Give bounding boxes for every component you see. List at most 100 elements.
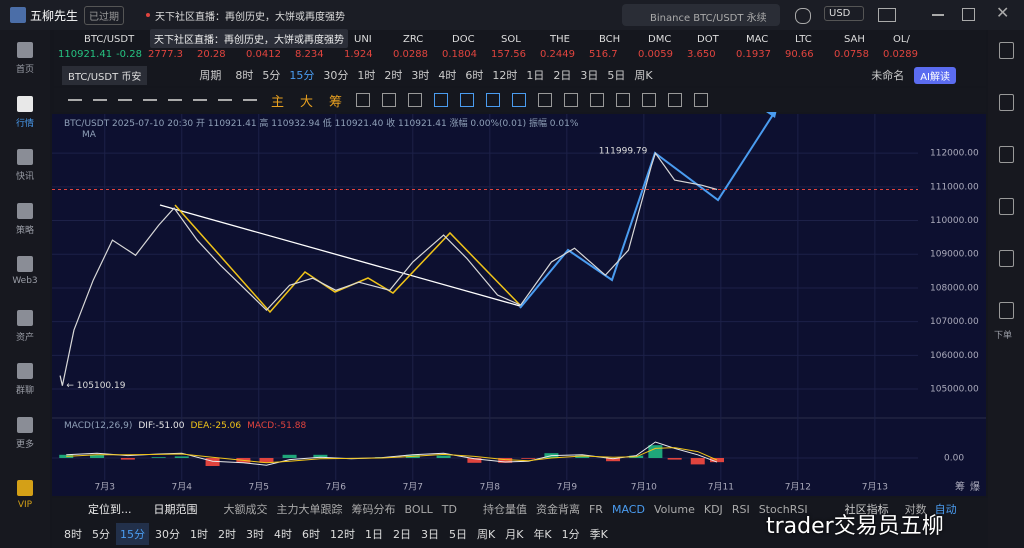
draw-tool[interactable]: [93, 99, 107, 101]
sidebar-item[interactable]: 资产: [0, 306, 50, 350]
draw-tool[interactable]: [486, 93, 501, 107]
interval-button[interactable]: 30分: [155, 528, 180, 541]
mail-icon[interactable]: [878, 8, 896, 22]
indicator-tab[interactable]: 主力大单跟踪: [276, 503, 343, 516]
interval-button[interactable]: 2日: [393, 528, 411, 541]
log-toggle[interactable]: 对数: [904, 503, 927, 516]
interval-button[interactable]: 15分: [116, 523, 149, 545]
right-sidebar-label[interactable]: 下单: [994, 331, 1013, 341]
draw-tool[interactable]: [694, 93, 709, 107]
draw-tool[interactable]: [538, 93, 553, 107]
draw-tool[interactable]: [590, 93, 605, 107]
interval-button[interactable]: 2时: [384, 69, 403, 82]
interval-button[interactable]: 季K: [589, 528, 608, 541]
interval-button[interactable]: 6时: [465, 69, 484, 82]
indicator-tab[interactable]: BOLL: [404, 502, 433, 516]
ticker-item[interactable]: DOT 3.650: [687, 32, 736, 62]
draw-tool[interactable]: [408, 93, 423, 107]
interval-button[interactable]: 8时: [235, 69, 254, 82]
ticker-item[interactable]: 0.0412: [246, 32, 295, 62]
sidebar-item[interactable]: 快讯: [0, 145, 50, 189]
interval-button[interactable]: 12时: [330, 528, 355, 541]
right-icon[interactable]: [999, 146, 1014, 163]
minimize[interactable]: [932, 14, 944, 16]
sidebar-item[interactable]: 更多: [0, 413, 50, 457]
ticker-item[interactable]: SOL 157.56: [491, 32, 540, 62]
interval-button[interactable]: 3时: [411, 69, 430, 82]
draw-tool-label[interactable]: 大: [300, 94, 314, 110]
indicator-tab[interactable]: 大额成交: [223, 503, 268, 516]
interval-button[interactable]: 6时: [302, 528, 320, 541]
interval-button[interactable]: 5分: [262, 69, 281, 82]
draw-tool[interactable]: [434, 93, 449, 107]
draw-tool[interactable]: [512, 93, 527, 107]
interval-button[interactable]: 1分: [561, 528, 580, 541]
draw-tool[interactable]: [243, 99, 257, 101]
currency-select[interactable]: USD: [824, 6, 864, 21]
ticker-item[interactable]: BCH 516.7: [589, 32, 638, 62]
interval-button[interactable]: 1日: [365, 528, 383, 541]
indicator-tab[interactable]: MACD: [611, 502, 645, 516]
interval-button[interactable]: 1时: [357, 69, 376, 82]
interval-button[interactable]: 年K: [533, 528, 552, 541]
ticker-item[interactable]: 20.28: [197, 32, 246, 62]
ticker-item[interactable]: LTC 90.66: [785, 32, 834, 62]
layout-name[interactable]: 未命名: [871, 69, 905, 82]
community-button[interactable]: 社区指标: [844, 503, 889, 516]
draw-tool[interactable]: [143, 99, 157, 101]
ticker-item[interactable]: SAH 0.0758: [834, 32, 883, 62]
indicator-tab[interactable]: RSI: [731, 502, 750, 516]
interval-button[interactable]: 5日: [607, 69, 626, 82]
interval-button[interactable]: 月K: [505, 528, 524, 541]
draw-tool[interactable]: [356, 93, 371, 107]
sidebar-item[interactable]: 行情: [0, 92, 50, 136]
interval-button[interactable]: 8时: [64, 528, 82, 541]
draw-tool[interactable]: [168, 99, 182, 101]
interval-button[interactable]: 1日: [526, 69, 545, 82]
draw-tool[interactable]: [193, 99, 207, 101]
ticker-item[interactable]: THE 0.2449: [540, 32, 589, 62]
indicator-tab[interactable]: 筹码分布: [351, 503, 396, 516]
draw-tool[interactable]: [668, 93, 683, 107]
right-icon[interactable]: [999, 94, 1014, 111]
draw-tool[interactable]: [382, 93, 397, 107]
ticker-item[interactable]: ZRC 0.0288: [393, 32, 442, 62]
draw-tool[interactable]: [564, 93, 579, 107]
notify-icon[interactable]: [795, 8, 811, 24]
indicator-tab[interactable]: StochRSI: [758, 502, 808, 516]
ticker-item[interactable]: DMC 0.0059: [638, 32, 687, 62]
interval-button[interactable]: 4时: [274, 528, 292, 541]
interval-button[interactable]: 12时: [492, 69, 518, 82]
draw-tool[interactable]: [218, 99, 232, 101]
indicator-tab[interactable]: KDJ: [703, 502, 723, 516]
date-range-button[interactable]: 日期范围: [153, 503, 198, 516]
interval-button[interactable]: 3日: [421, 528, 439, 541]
draw-tool[interactable]: [68, 99, 82, 101]
draw-tool-label[interactable]: 筹: [329, 94, 343, 110]
sidebar-item[interactable]: 首页: [0, 38, 50, 82]
sidebar-item[interactable]: Web3: [0, 252, 50, 296]
ticker-item[interactable]: MAC 0.1937: [736, 32, 785, 62]
search-box[interactable]: Binance BTC/USDT 永续: [622, 4, 780, 26]
draw-tool[interactable]: [460, 93, 475, 107]
indicator-tab[interactable]: 资金背离: [535, 503, 580, 516]
ai-button[interactable]: AI解读: [914, 66, 956, 84]
right-icon[interactable]: [999, 42, 1014, 59]
interval-button[interactable]: 1时: [190, 528, 208, 541]
symbol-button[interactable]: BTC/USDT 币安: [62, 65, 148, 85]
interval-button[interactable]: 周K: [634, 69, 653, 82]
draw-tool[interactable]: [642, 93, 657, 107]
ticker-item[interactable]: BTC/USDT 110921.41 -0.28: [58, 32, 148, 62]
ticker-item[interactable]: OL/0.0289: [883, 32, 932, 62]
interval-button[interactable]: 周K: [477, 528, 496, 541]
auto-toggle[interactable]: 自动: [934, 503, 957, 516]
draw-tool-label[interactable]: 主: [271, 94, 285, 110]
right-icon[interactable]: [999, 250, 1014, 267]
close[interactable]: ✕: [996, 3, 1010, 22]
sidebar-item[interactable]: 群聊: [0, 359, 50, 403]
interval-button[interactable]: 2时: [218, 528, 236, 541]
ticker-item[interactable]: UNI 1.924: [344, 32, 393, 62]
interval-button[interactable]: 2日: [553, 69, 572, 82]
right-icon[interactable]: [999, 198, 1014, 215]
draw-tool[interactable]: [616, 93, 631, 107]
